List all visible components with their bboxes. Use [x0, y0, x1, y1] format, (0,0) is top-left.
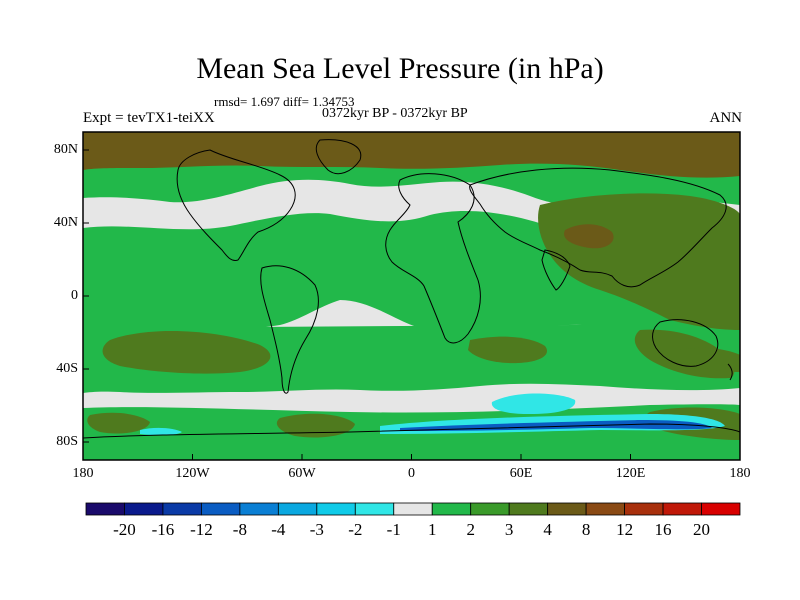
colorbar-label: 8	[581, 520, 591, 539]
colorbar-swatch	[701, 502, 741, 516]
coast-greenland	[315, 139, 362, 175]
coast-india	[541, 249, 571, 291]
field-olive-ross	[87, 412, 150, 434]
colorbar-label: 16	[654, 520, 672, 539]
coast-asia	[469, 167, 727, 288]
coast-europe-africa	[385, 173, 481, 344]
colorbar-label: -2	[348, 520, 363, 539]
field-olive-satl	[468, 336, 547, 364]
x-tick-180e: 180	[729, 466, 751, 481]
y-tick-80n: 80N	[53, 142, 78, 157]
coast-south-america	[260, 265, 319, 394]
colorbar-swatch	[470, 502, 510, 516]
colorbar-swatch	[162, 502, 202, 516]
coast-australia	[652, 319, 719, 367]
colorbar-label: 3	[504, 520, 514, 539]
map-title: Mean Sea Level Pressure (in hPa)	[196, 52, 604, 85]
season-label: ANN	[709, 110, 743, 126]
x-tick-120w: 120W	[175, 466, 210, 481]
colorbar-label: -8	[232, 520, 247, 539]
coast-new-zealand	[727, 363, 733, 381]
colorbar-label: -3	[309, 520, 324, 539]
colorbar-swatch	[277, 502, 318, 516]
colorbar-label: -12	[190, 520, 213, 539]
colorbar-label: -16	[151, 520, 175, 539]
colorbar-swatch	[662, 502, 702, 516]
period-label: 0372kyr BP - 0372kyr BP	[322, 106, 468, 121]
colorbar-label: 4	[543, 520, 552, 539]
y-tick-40n: 40N	[53, 215, 78, 230]
colorbar-swatch	[547, 502, 587, 516]
colorbar-label: 20	[693, 520, 711, 539]
stats-label: rmsd= 1.697 diff= 1.34753	[214, 94, 355, 109]
colorbar-swatch	[85, 502, 125, 516]
map-fields	[83, 132, 740, 460]
colorbar-label: 12	[616, 520, 634, 539]
y-tick-40s: 40S	[56, 361, 78, 376]
coast-north-america	[176, 149, 296, 261]
field-olive-weddell	[276, 413, 355, 438]
x-tick-0: 0	[408, 466, 415, 481]
field-brown-arctic	[83, 132, 740, 178]
colorbar-swatch	[431, 502, 472, 516]
colorbar-label: -20	[113, 520, 136, 539]
field-olive-spac	[102, 330, 271, 374]
x-tick-120e: 120E	[615, 466, 646, 481]
field-cyan-south-atl	[491, 393, 576, 414]
field-brown-asia	[564, 224, 614, 249]
coast-antarctica	[83, 423, 740, 439]
y-tick-80s: 80S	[56, 434, 78, 449]
colorbar-label: 1	[427, 520, 437, 539]
colorbar-swatch	[124, 502, 164, 516]
colorbar-swatch	[239, 502, 279, 516]
colorbar-swatch	[585, 502, 625, 516]
colorbar-swatch	[508, 502, 549, 516]
tick-marks	[82, 149, 741, 460]
colorbar-swatch	[316, 502, 356, 516]
colorbar-swatch	[624, 502, 664, 516]
colorbar-label: -1	[386, 520, 401, 539]
x-tick-60w: 60W	[288, 466, 316, 481]
colorbar-swatch	[393, 502, 433, 516]
colorbar-label: -4	[271, 520, 286, 539]
x-tick-180w: 180	[72, 466, 94, 481]
experiment-label: Expt = tevTX1-teiXX	[83, 110, 215, 126]
coastlines	[83, 139, 740, 439]
colorbar-swatch	[201, 502, 241, 516]
colorbar-label: 2	[466, 520, 475, 539]
colorbar-swatch	[354, 502, 395, 516]
field-cyan-ross	[140, 427, 182, 436]
x-tick-60e: 60E	[509, 466, 533, 481]
y-tick-0: 0	[71, 288, 78, 303]
